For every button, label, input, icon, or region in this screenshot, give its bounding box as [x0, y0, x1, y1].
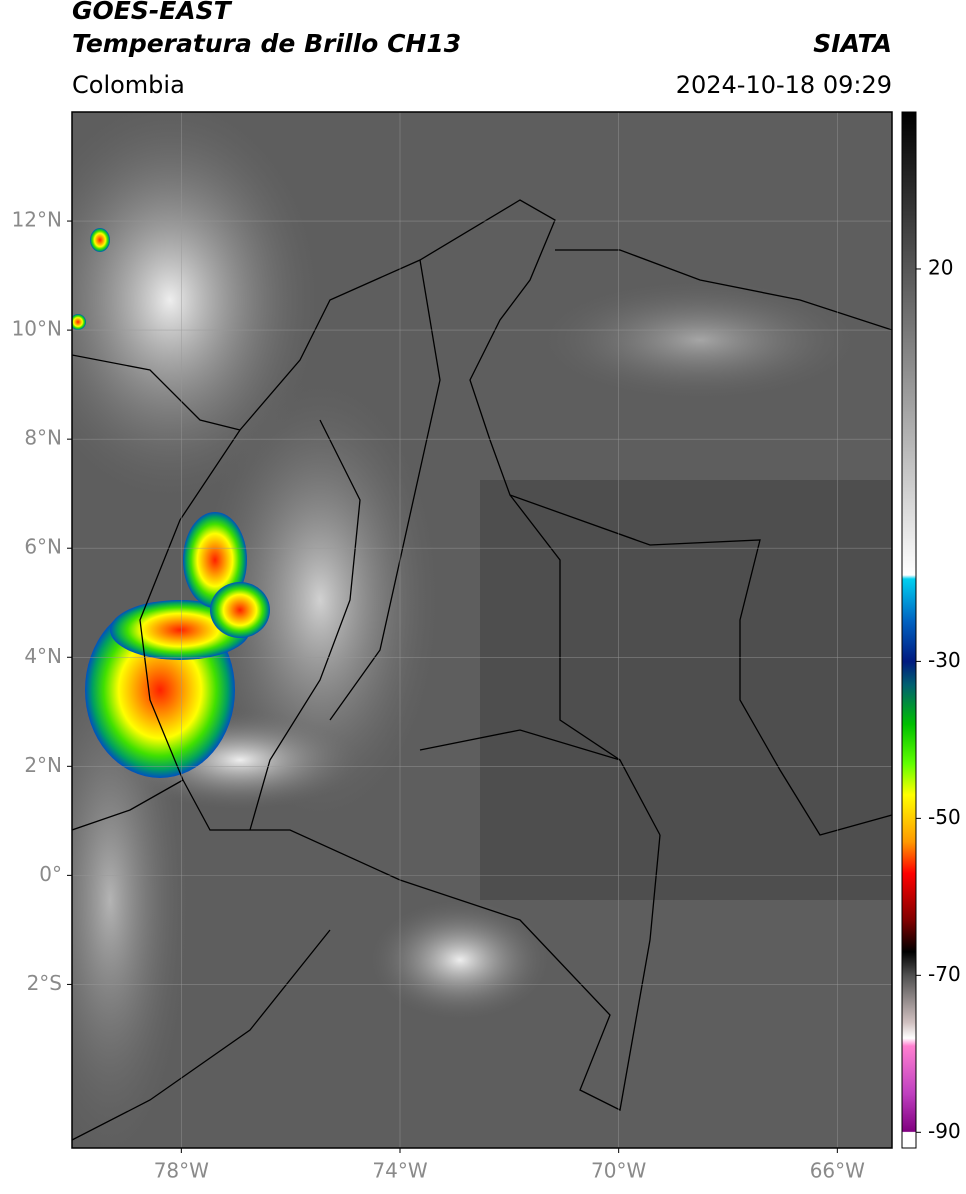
source: SIATA — [813, 29, 892, 58]
colorbar-tick-label: -30 — [928, 648, 961, 672]
colorbar-tick-label: 20 — [928, 255, 953, 279]
y-tick-label: 10°N — [12, 317, 62, 341]
title: GOES-EAST — [72, 0, 233, 25]
grid — [72, 112, 892, 1148]
y-tick-label: 0° — [39, 862, 62, 886]
y-tick-label: 8°N — [24, 426, 62, 450]
y-tick-label: 4°N — [24, 644, 62, 668]
y-tick-label: 12°N — [12, 208, 62, 232]
colorbar-tick-label: -70 — [928, 962, 961, 986]
satellite-image — [72, 112, 892, 1148]
colorbar-tick-label: -90 — [928, 1119, 961, 1143]
y-tick-label: 2°S — [27, 971, 62, 995]
y-tick-label: 2°N — [24, 753, 62, 777]
x-tick-label: 74°W — [372, 1159, 427, 1183]
subtitle: Temperatura de Brillo CH13 — [72, 29, 461, 58]
datetime: 2024-10-18 09:29 — [676, 71, 892, 99]
colorbar-tick-label: -50 — [928, 805, 961, 829]
region: Colombia — [72, 71, 185, 99]
colorbar — [901, 111, 917, 1149]
x-tick-label: 70°W — [591, 1159, 646, 1183]
y-tick-label: 6°N — [24, 535, 62, 559]
x-tick-label: 66°W — [810, 1159, 865, 1183]
x-tick-label: 78°W — [154, 1159, 209, 1183]
map-frame — [71, 111, 893, 1149]
